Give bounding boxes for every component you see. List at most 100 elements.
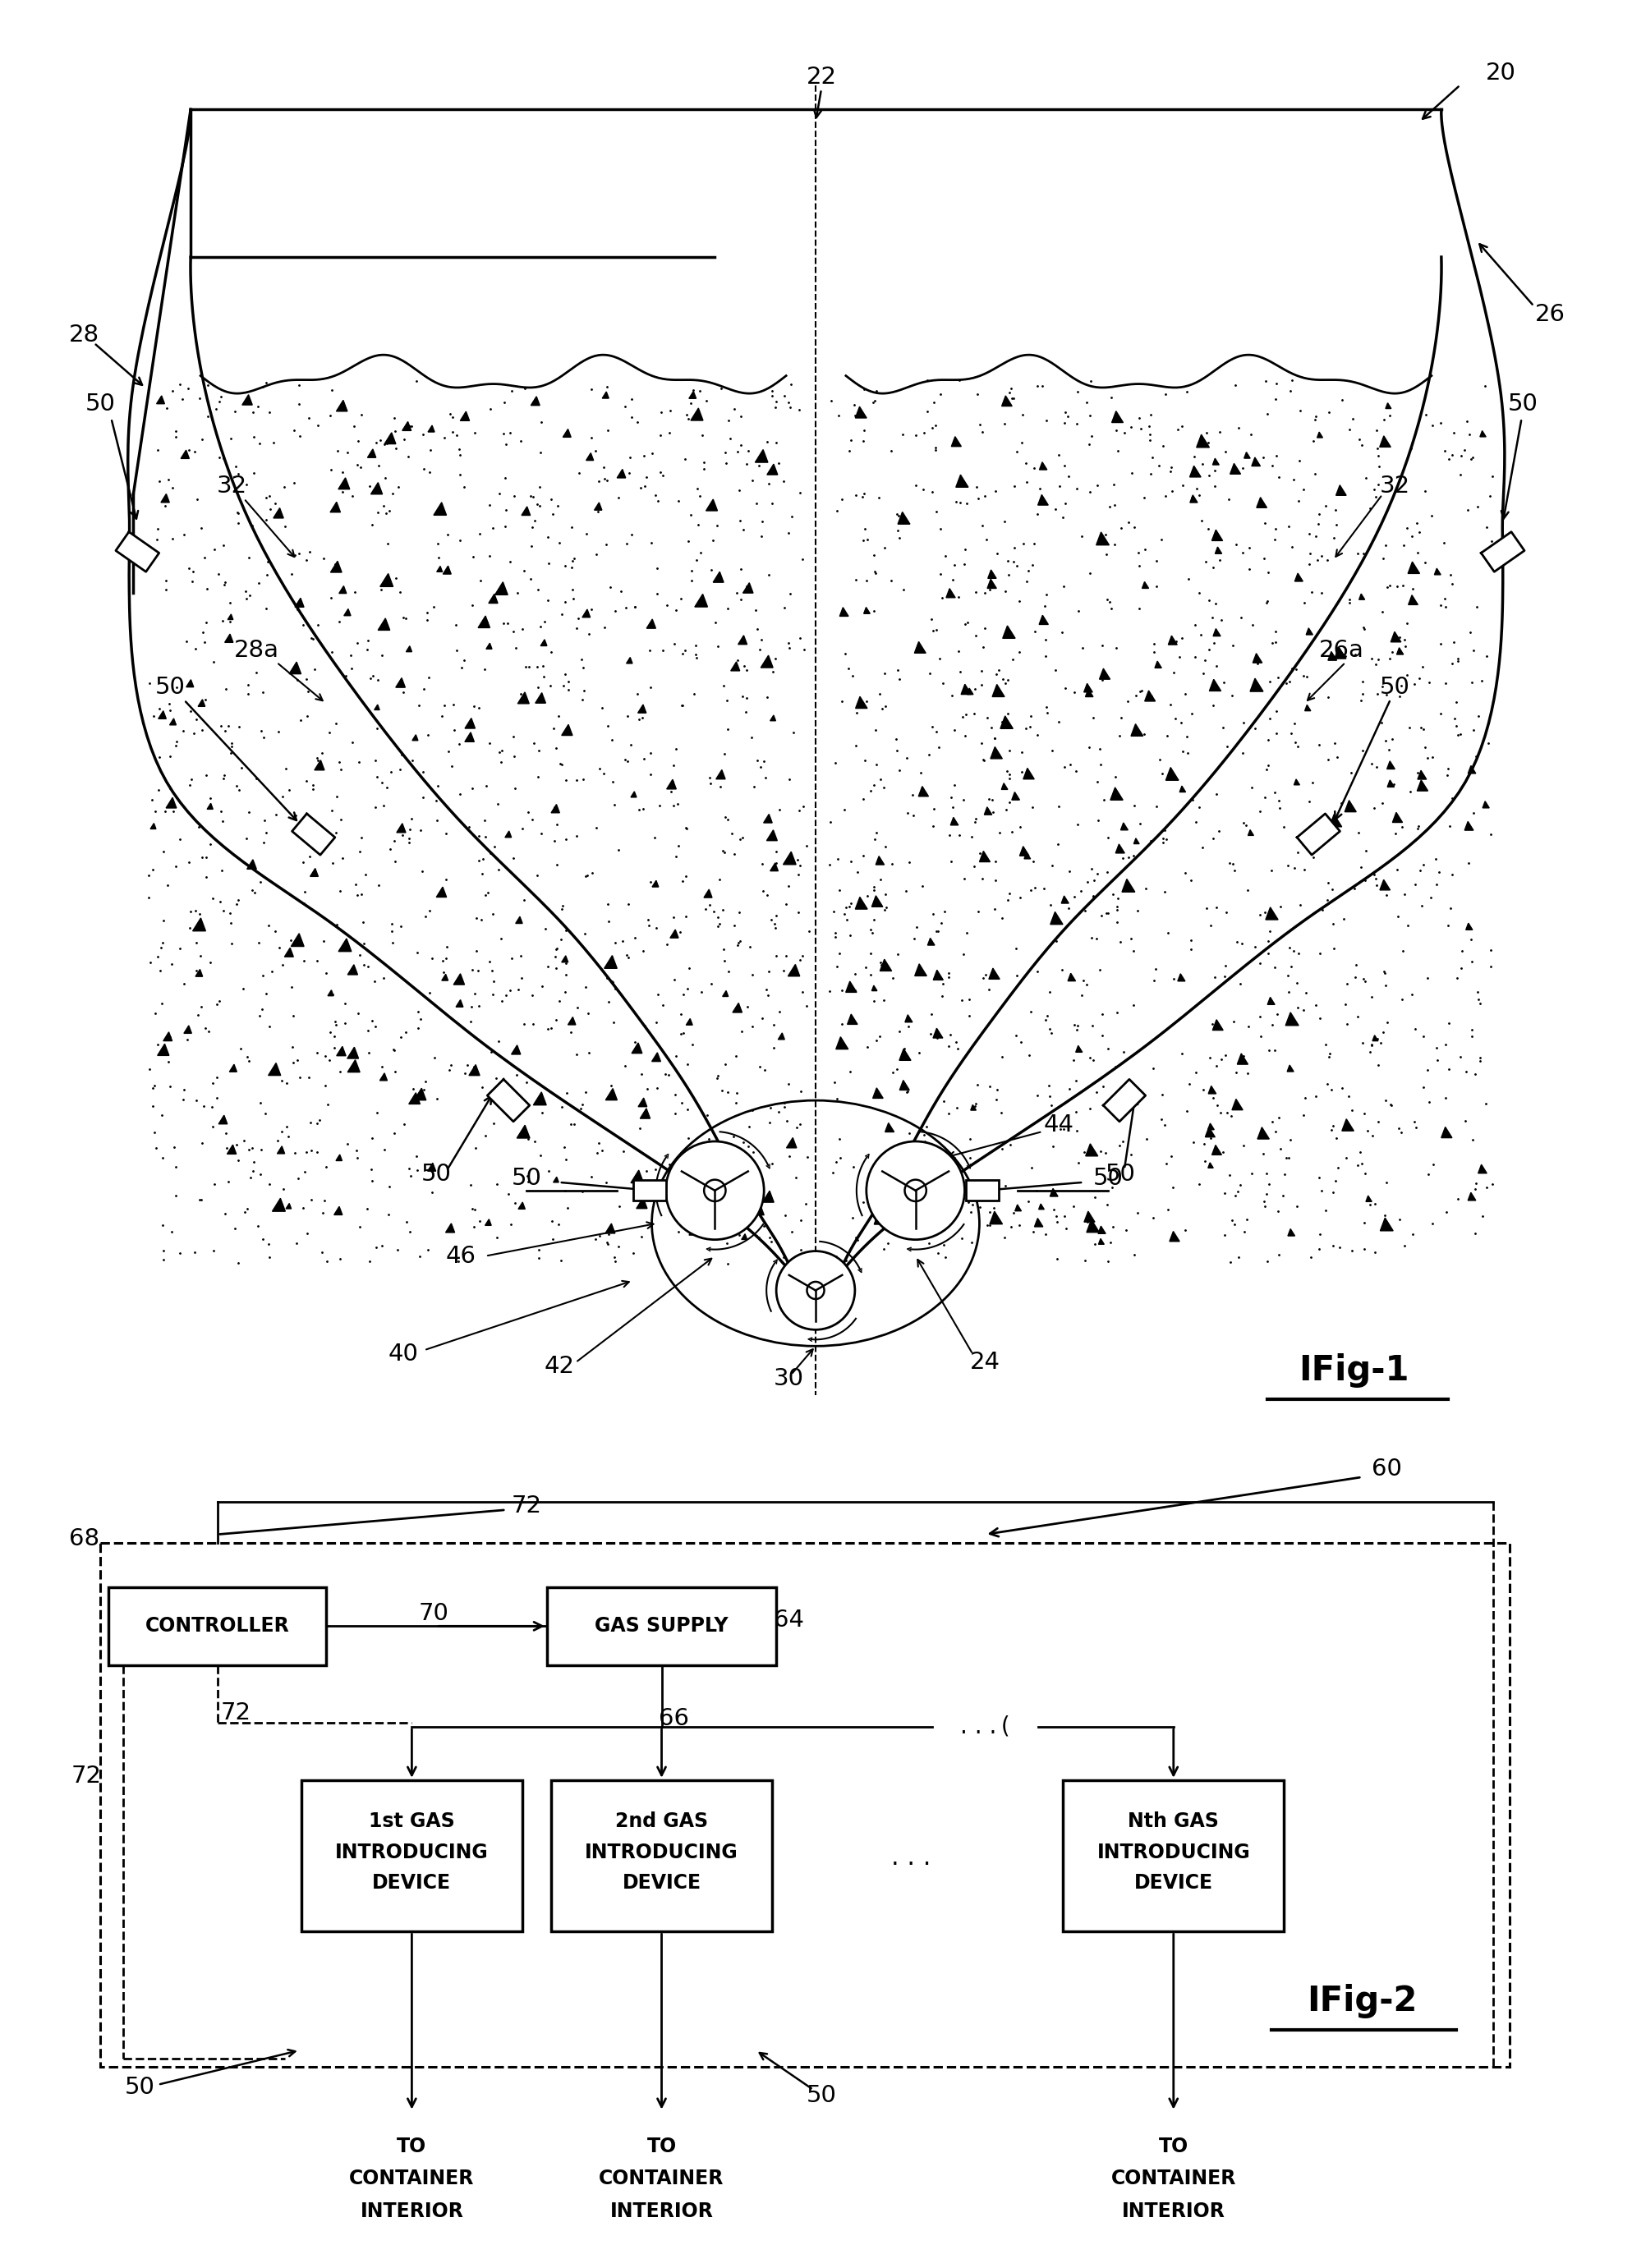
Polygon shape [1469,767,1475,773]
Polygon shape [989,968,1000,980]
Text: IFig-2: IFig-2 [1307,1984,1417,2019]
Polygon shape [428,1163,436,1170]
Text: Nth GAS: Nth GAS [1128,1812,1219,1830]
Polygon shape [274,508,284,517]
Polygon shape [840,608,849,617]
Text: 40: 40 [388,1343,419,1365]
Polygon shape [1435,569,1441,574]
Polygon shape [488,594,498,603]
Polygon shape [1035,1218,1043,1227]
Polygon shape [871,987,876,991]
Circle shape [904,1179,927,1202]
Polygon shape [478,617,490,628]
Polygon shape [989,1211,1002,1225]
Polygon shape [1084,1211,1095,1222]
Polygon shape [534,1093,547,1105]
Polygon shape [242,395,253,406]
Polygon shape [1330,814,1342,828]
Circle shape [703,1179,726,1202]
Polygon shape [920,1200,925,1207]
Polygon shape [1110,787,1123,801]
Polygon shape [1155,662,1162,667]
Polygon shape [1067,973,1075,982]
Polygon shape [1381,1218,1394,1232]
Text: CONTROLLER: CONTROLLER [145,1617,290,1635]
Text: 26a: 26a [1319,640,1364,662]
Polygon shape [716,769,725,780]
Polygon shape [397,823,406,832]
Polygon shape [971,1105,976,1111]
Polygon shape [741,1234,747,1241]
Polygon shape [636,1198,648,1209]
Polygon shape [640,1109,650,1118]
Polygon shape [328,991,333,996]
Polygon shape [227,1145,237,1154]
Polygon shape [632,1043,641,1052]
Text: . . .: . . . [891,1846,932,1869]
Polygon shape [1480,431,1487,438]
Polygon shape [181,449,189,458]
Polygon shape [465,733,475,742]
Polygon shape [586,454,594,460]
Polygon shape [1386,404,1390,408]
Polygon shape [517,1125,530,1139]
Text: 24: 24 [969,1352,1000,1374]
Bar [302,1780,522,1932]
Polygon shape [731,662,739,671]
Circle shape [867,1141,965,1241]
Text: INTRODUCING: INTRODUCING [1097,1842,1250,1862]
Polygon shape [516,916,522,923]
Polygon shape [295,599,304,608]
Polygon shape [671,930,679,939]
Polygon shape [667,780,676,789]
Polygon shape [899,1048,911,1061]
Polygon shape [348,964,357,975]
Polygon shape [1023,769,1035,780]
Polygon shape [563,429,571,438]
Polygon shape [380,574,393,587]
Text: 72: 72 [511,1495,542,1517]
Polygon shape [689,1225,700,1236]
Polygon shape [1098,1227,1105,1234]
Polygon shape [1097,533,1110,544]
Bar [109,1588,326,1665]
Text: 50: 50 [421,1163,452,1186]
Polygon shape [1286,1012,1299,1025]
Polygon shape [336,1046,346,1055]
Polygon shape [756,449,769,463]
Polygon shape [1479,1163,1487,1173]
Polygon shape [723,991,728,996]
Polygon shape [605,1222,615,1234]
Polygon shape [150,823,157,828]
Polygon shape [604,955,617,968]
Polygon shape [552,805,560,812]
Polygon shape [733,1002,743,1012]
Polygon shape [1417,780,1428,792]
Polygon shape [379,619,390,631]
Polygon shape [410,1093,419,1105]
Polygon shape [788,964,800,975]
Polygon shape [845,982,857,993]
Polygon shape [1061,896,1069,903]
Text: TO: TO [397,2136,426,2157]
Polygon shape [289,662,300,674]
Polygon shape [1038,494,1048,506]
Polygon shape [1345,801,1356,812]
Polygon shape [761,655,774,667]
Text: 28a: 28a [233,640,279,662]
Polygon shape [454,973,465,984]
Polygon shape [646,619,656,628]
Polygon shape [847,1014,857,1025]
Polygon shape [1392,812,1402,823]
Polygon shape [338,939,351,953]
Polygon shape [401,422,411,431]
Polygon shape [1121,823,1128,830]
Polygon shape [653,880,659,887]
Polygon shape [880,959,891,971]
Polygon shape [1306,628,1312,635]
Polygon shape [1085,689,1093,696]
Polygon shape [754,1207,764,1216]
Polygon shape [1085,1143,1098,1157]
Polygon shape [1304,705,1310,710]
Polygon shape [434,503,447,515]
